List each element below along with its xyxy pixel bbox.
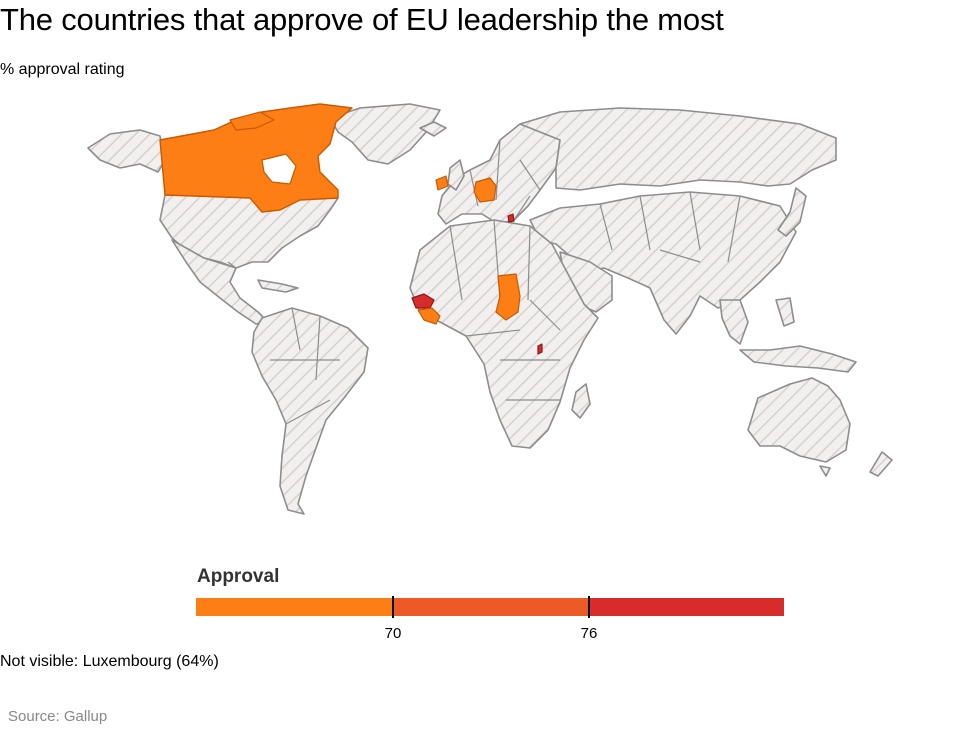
greenland-shape xyxy=(329,103,441,165)
japan-shape xyxy=(777,187,807,237)
germany-shape xyxy=(473,177,497,203)
guinea-liberia-shape xyxy=(417,307,441,325)
chart-subtitle: % approval rating xyxy=(0,61,125,78)
internal-borders xyxy=(227,139,741,425)
chad-shape xyxy=(495,273,521,321)
ireland-shape xyxy=(435,175,449,191)
legend-tick-70 xyxy=(392,596,394,618)
legend-title: Approval xyxy=(197,566,280,587)
canada-island xyxy=(229,111,275,131)
tasmania-shape xyxy=(819,465,831,477)
senegal-shape xyxy=(411,293,435,309)
kosovo-shape xyxy=(507,213,515,223)
uk-shape xyxy=(447,159,465,191)
hudson-bay xyxy=(261,153,297,185)
footnote: Not visible: Luxembourg (64%) xyxy=(0,653,219,670)
legend-tick-label-70: 70 xyxy=(384,625,402,642)
russia-shape xyxy=(519,107,837,191)
iceland-shape xyxy=(419,121,447,137)
legend-tick-label-76: 76 xyxy=(580,625,598,642)
chart-title: The countries that approve of EU leaders… xyxy=(0,2,724,37)
base-land xyxy=(87,103,893,515)
legend-segment-low xyxy=(196,598,392,616)
legend-segment-high xyxy=(588,598,784,616)
canada-shape xyxy=(159,103,353,213)
legend-color-scale xyxy=(196,598,784,616)
australia-shape xyxy=(747,377,851,463)
legend-tick-76 xyxy=(588,596,590,618)
madagascar-shape xyxy=(571,383,591,419)
legend-segment-mid xyxy=(392,598,588,616)
new-zealand-shape xyxy=(869,451,893,477)
caribbean-shape xyxy=(257,279,299,293)
se-asia-shape xyxy=(719,299,749,345)
africa-shape xyxy=(409,219,599,449)
indonesia-shape xyxy=(739,345,857,373)
world-map xyxy=(87,103,893,515)
philippines-shape xyxy=(775,297,795,327)
source-text: Source: Gallup xyxy=(8,708,108,725)
alaska-shape xyxy=(87,129,166,173)
rwanda-shape xyxy=(537,343,543,355)
highlighted-countries xyxy=(159,103,543,355)
